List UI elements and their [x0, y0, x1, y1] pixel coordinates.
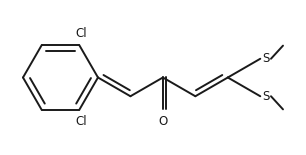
Text: Cl: Cl: [75, 115, 87, 128]
Text: O: O: [158, 115, 167, 128]
Text: Cl: Cl: [75, 27, 87, 40]
Text: S: S: [262, 90, 269, 103]
Text: S: S: [262, 52, 269, 65]
